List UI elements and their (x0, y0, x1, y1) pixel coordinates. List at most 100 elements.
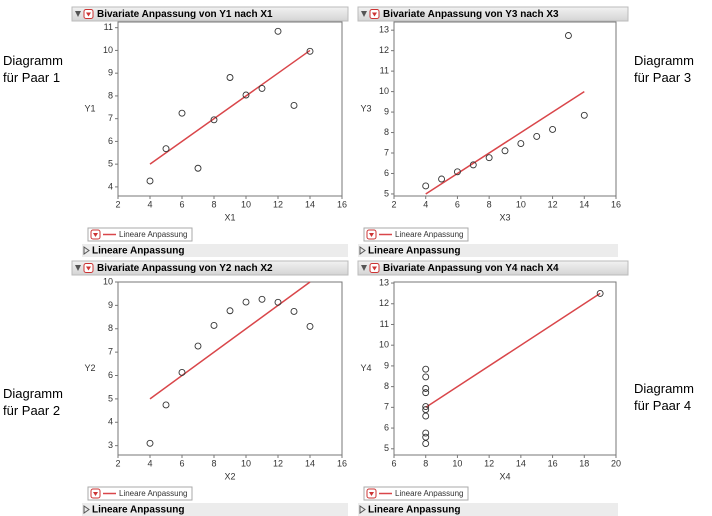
x-tick-label: 10 (452, 458, 462, 468)
x-tick-label: 8 (423, 458, 428, 468)
x-tick-label: 14 (305, 199, 315, 209)
disclosure[interactable] (359, 246, 366, 255)
y-axis-label: Y2 (84, 363, 95, 373)
data-point (453, 168, 461, 176)
legend-box (87, 227, 193, 242)
data-point (469, 161, 477, 169)
header-bar (357, 6, 629, 22)
x-tick-label: 8 (211, 199, 216, 209)
x-tick-label: 16 (611, 199, 621, 209)
data-point (210, 322, 218, 329)
legend-label: Lineare Anpassung (119, 230, 188, 239)
data-point (178, 369, 186, 376)
x-tick-label: 20 (611, 458, 621, 468)
legend-label: Lineare Anpassung (395, 489, 464, 498)
plot-frame (393, 281, 617, 456)
data-point (194, 342, 202, 350)
y-tick-label: 4 (108, 181, 113, 191)
outline-title: Lineare Anpassung (368, 505, 460, 516)
x-tick-label: 2 (115, 199, 120, 209)
y-tick-label: 11 (380, 319, 389, 329)
data-point (422, 182, 430, 190)
legend-label: Lineare Anpassung (119, 489, 188, 498)
data-point (162, 145, 170, 153)
data-point (596, 289, 604, 297)
data-point (226, 307, 234, 315)
y-tick-label: 5 (384, 443, 389, 453)
data-point (422, 433, 430, 441)
x-tick-label: 2 (115, 458, 120, 468)
y-tick-label: 5 (108, 159, 113, 169)
outline-title: Lineare Anpassung (92, 246, 184, 257)
x-tick-label: 18 (579, 458, 589, 468)
disclosure[interactable] (83, 246, 90, 255)
data-point (226, 74, 234, 81)
data-point (422, 365, 430, 373)
legend-box (363, 486, 469, 501)
y-tick-label: 9 (108, 68, 113, 78)
disclosure[interactable] (83, 505, 90, 514)
menu-arrow (93, 233, 98, 237)
menu-arrow (369, 233, 374, 237)
y-tick-label: 9 (108, 300, 113, 310)
x-tick-label: 14 (516, 458, 526, 468)
x-tick-label: 4 (147, 199, 152, 209)
data-point (422, 406, 430, 414)
outline-bar (82, 244, 348, 257)
data-point (210, 116, 218, 124)
x-axis-label: X4 (499, 471, 510, 481)
chart-title: Bivariate Anpassung von Y1 nach X1 (97, 9, 273, 20)
data-point (438, 175, 446, 183)
y-tick-label: 7 (108, 113, 113, 123)
disclosure[interactable] (75, 265, 81, 271)
y-tick-label: 8 (108, 90, 113, 100)
data-point (422, 403, 430, 410)
outline-title: Lineare Anpassung (92, 505, 184, 516)
y-tick-label: 13 (379, 25, 389, 35)
y-tick-label: 8 (108, 323, 113, 333)
data-point (242, 298, 250, 306)
y-tick-label: 3 (108, 440, 113, 450)
data-point (290, 102, 298, 109)
data-point (146, 439, 154, 447)
x-tick-label: 8 (487, 199, 492, 209)
fit-line (149, 281, 311, 400)
disclosure[interactable] (361, 265, 367, 271)
x-tick-label: 6 (455, 199, 460, 209)
chart-title: Bivariate Anpassung von Y4 nach X4 (383, 263, 559, 274)
data-point (422, 385, 430, 392)
y-tick-label: 12 (379, 298, 389, 308)
y-tick-label: 11 (104, 22, 113, 32)
data-point (517, 140, 525, 148)
x-tick-label: 12 (273, 458, 283, 468)
data-point (146, 177, 154, 185)
disclosure[interactable] (359, 505, 366, 514)
y-tick-label: 8 (384, 127, 389, 137)
y-tick-label: 7 (384, 147, 389, 157)
data-point (258, 295, 266, 303)
x-tick-label: 16 (337, 458, 347, 468)
header-bar (357, 260, 629, 276)
plot-frame (393, 21, 617, 197)
y-axis-label: Y4 (360, 363, 371, 373)
menu-arrow (369, 492, 374, 496)
chart-title: Bivariate Anpassung von Y2 nach X2 (97, 263, 273, 274)
y-tick-label: 7 (108, 347, 113, 357)
y-tick-label: 9 (384, 106, 389, 116)
data-point (533, 132, 541, 140)
header-bar (71, 260, 349, 276)
y-tick-label: 5 (384, 188, 389, 198)
y-tick-label: 13 (379, 277, 389, 287)
outline-bar (358, 503, 618, 516)
x-tick-label: 4 (423, 199, 428, 209)
side-label: Diagramm für Paar 3 (634, 53, 694, 85)
disclosure[interactable] (361, 11, 367, 17)
x-tick-label: 16 (337, 199, 347, 209)
x-axis-label: X1 (224, 212, 235, 222)
menu-arrow (86, 266, 91, 271)
disclosure[interactable] (75, 11, 81, 17)
data-point (422, 429, 430, 437)
y-axis-label: Y3 (360, 103, 371, 113)
